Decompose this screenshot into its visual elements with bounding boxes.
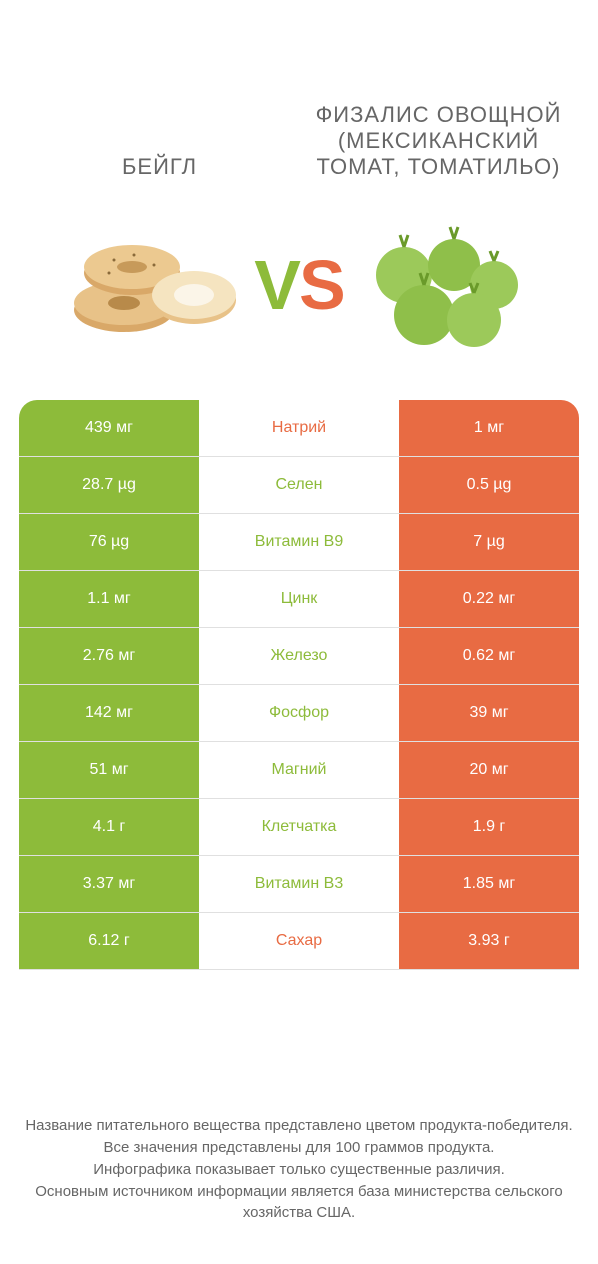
footer-line: Все значения представлены для 100 граммо… — [20, 1137, 578, 1159]
right-value: 39 мг — [399, 685, 579, 741]
table-row: 28.7 µgСелен0.5 µg — [19, 457, 579, 514]
vs-label: VS — [254, 245, 343, 325]
left-value: 1.1 мг — [19, 571, 199, 627]
table-row: 3.37 мгВитамин B31.85 мг — [19, 856, 579, 913]
right-value: 0.62 мг — [399, 628, 579, 684]
vs-s: S — [299, 246, 344, 324]
vs-row: VS — [0, 200, 598, 370]
nutrient-table: 439 мгНатрий1 мг28.7 µgСелен0.5 µg76 µgВ… — [19, 400, 579, 970]
left-value: 6.12 г — [19, 913, 199, 969]
nutrient-label: Железо — [199, 628, 399, 684]
left-value: 4.1 г — [19, 799, 199, 855]
left-value: 142 мг — [19, 685, 199, 741]
footer-line: Основным источником информации является … — [20, 1181, 578, 1225]
right-value: 7 µg — [399, 514, 579, 570]
table-row: 2.76 мгЖелезо0.62 мг — [19, 628, 579, 685]
nutrient-label: Фосфор — [199, 685, 399, 741]
left-value: 76 µg — [19, 514, 199, 570]
tomatillo-icon — [354, 215, 534, 355]
table-row: 51 мгМагний20 мг — [19, 742, 579, 799]
left-food-title: БЕЙГЛ — [20, 154, 299, 200]
table-row: 6.12 гСахар3.93 г — [19, 913, 579, 970]
nutrient-label: Клетчатка — [199, 799, 399, 855]
table-row: 439 мгНатрий1 мг — [19, 400, 579, 457]
right-value: 1.9 г — [399, 799, 579, 855]
vs-v: V — [254, 246, 299, 324]
right-value: 20 мг — [399, 742, 579, 798]
table-row: 142 мгФосфор39 мг — [19, 685, 579, 742]
nutrient-label: Витамин B9 — [199, 514, 399, 570]
right-value: 3.93 г — [399, 913, 579, 969]
nutrient-label: Магний — [199, 742, 399, 798]
left-value: 3.37 мг — [19, 856, 199, 912]
left-value: 28.7 µg — [19, 457, 199, 513]
left-value: 51 мг — [19, 742, 199, 798]
right-value: 0.22 мг — [399, 571, 579, 627]
nutrient-label: Витамин B3 — [199, 856, 399, 912]
table-row: 76 µgВитамин B97 µg — [19, 514, 579, 571]
nutrient-label: Сахар — [199, 913, 399, 969]
footer-notes: Название питательного вещества представл… — [0, 1115, 598, 1224]
footer-line: Название питательного вещества представл… — [20, 1115, 578, 1137]
table-row: 4.1 гКлетчатка1.9 г — [19, 799, 579, 856]
nutrient-label: Натрий — [199, 400, 399, 456]
right-value: 1 мг — [399, 400, 579, 456]
table-row: 1.1 мгЦинк0.22 мг — [19, 571, 579, 628]
right-food-title: ФИЗАЛИС ОВОЩНОЙ (МЕКСИКАНСКИЙ ТОМАТ, ТОМ… — [299, 102, 578, 200]
header: БЕЙГЛ ФИЗАЛИС ОВОЩНОЙ (МЕКСИКАНСКИЙ ТОМА… — [0, 0, 598, 200]
bagel-icon — [64, 215, 244, 355]
left-value: 2.76 мг — [19, 628, 199, 684]
right-value: 1.85 мг — [399, 856, 579, 912]
right-value: 0.5 µg — [399, 457, 579, 513]
left-value: 439 мг — [19, 400, 199, 456]
nutrient-label: Цинк — [199, 571, 399, 627]
footer-line: Инфографика показывает только существенн… — [20, 1159, 578, 1181]
nutrient-label: Селен — [199, 457, 399, 513]
